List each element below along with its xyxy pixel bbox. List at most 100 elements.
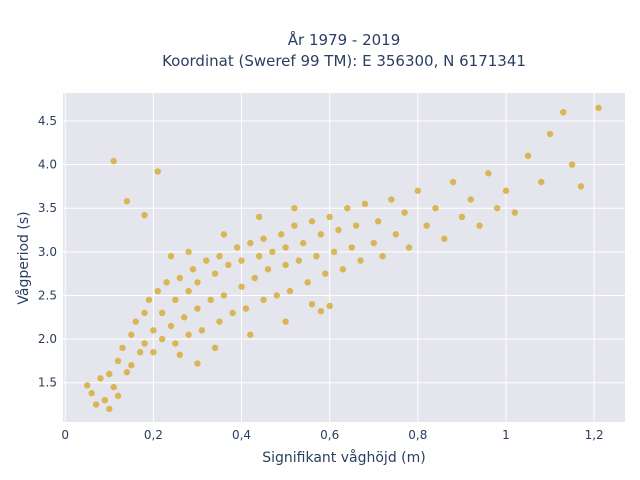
x-tick-label: 0,2 [144, 428, 163, 442]
data-point [216, 318, 223, 325]
data-point [145, 296, 153, 304]
data-point [388, 196, 395, 203]
data-point [132, 318, 139, 325]
data-point [110, 157, 117, 165]
data-point [185, 287, 192, 295]
x-tick-label: 0,8 [408, 428, 427, 442]
data-point [273, 292, 280, 299]
x-tick-label: 1 [502, 428, 510, 442]
x-tick-label: 1,2 [585, 428, 604, 442]
data-point [238, 257, 245, 264]
data-point [300, 239, 307, 247]
x-tick-label: 0 [61, 428, 69, 442]
data-point [304, 279, 311, 286]
data-point [538, 178, 545, 186]
data-point [106, 370, 113, 378]
data-point [194, 305, 201, 312]
data-point [172, 340, 179, 347]
data-point [229, 309, 236, 317]
data-point [233, 244, 241, 251]
data-point [339, 266, 347, 273]
data-point [172, 296, 179, 304]
data-point [348, 244, 355, 251]
data-point [291, 204, 298, 212]
data-point [194, 360, 201, 367]
data-point [128, 331, 135, 338]
data-point [251, 274, 258, 282]
data-point [225, 261, 232, 269]
data-point [158, 335, 166, 343]
data-point [370, 239, 377, 247]
data-point [449, 178, 457, 186]
data-point [502, 187, 510, 194]
y-gridlines [63, 120, 625, 384]
y-tick-label: 4.5 [38, 114, 57, 128]
data-point [128, 362, 135, 369]
x-tick-label: 0,4 [232, 428, 251, 442]
data-point [141, 309, 148, 317]
data-point [220, 231, 228, 238]
data-point [260, 235, 267, 242]
data-point [401, 209, 408, 216]
data-point [330, 248, 338, 256]
data-point [136, 348, 144, 356]
plot-area [63, 93, 625, 422]
data-point [308, 218, 316, 225]
data-point [216, 252, 223, 260]
data-point [167, 252, 175, 260]
x-tick-label: 0,6 [320, 428, 339, 442]
data-point [106, 405, 113, 413]
data-point [467, 196, 474, 203]
data-point [207, 296, 214, 304]
data-point [163, 279, 170, 286]
data-point [88, 390, 95, 397]
data-point [432, 204, 439, 212]
data-point [167, 322, 175, 330]
data-point [577, 183, 585, 190]
data-point [181, 314, 188, 321]
data-point [326, 302, 333, 310]
data-point [141, 340, 148, 347]
y-tick-label: 2.0 [38, 332, 57, 346]
data-point [198, 327, 206, 334]
data-point [322, 270, 329, 277]
chart-title-line1: År 1979 - 2019 [288, 30, 401, 49]
data-point [405, 244, 413, 251]
data-point [101, 396, 109, 404]
data-point [185, 331, 192, 338]
data-point [335, 226, 342, 234]
data-point [92, 401, 100, 408]
data-point [247, 239, 254, 247]
y-tick-labels: 1.5 2.0 2.5 3.0 3.5 4.0 4.5 [38, 114, 57, 390]
data-point [423, 222, 430, 229]
data-point [238, 283, 245, 290]
data-point [317, 307, 325, 315]
data-point [282, 318, 289, 325]
data-point [203, 257, 210, 264]
data-point [247, 331, 254, 338]
data-point [194, 279, 201, 286]
data-point [84, 382, 91, 389]
x-axis-title: Signifikant våghöjd (m) [262, 449, 425, 466]
data-point [282, 261, 289, 269]
data-point [441, 235, 448, 242]
data-point [119, 344, 126, 352]
data-point [114, 392, 122, 400]
data-point [150, 327, 157, 334]
data-point [511, 209, 519, 216]
data-point [211, 270, 219, 277]
data-point [123, 369, 131, 376]
data-point [176, 351, 184, 359]
data-point [114, 357, 122, 365]
y-tick-label: 3.0 [38, 245, 57, 259]
data-point [141, 211, 148, 219]
data-point [524, 152, 532, 160]
y-tick-label: 3.5 [38, 201, 57, 215]
data-point [295, 257, 303, 264]
data-point [379, 252, 386, 260]
x-tick-labels: 0 0,2 0,4 0,6 0,8 1 1,2 [61, 428, 603, 442]
chart-title-line2: Koordinat (Sweref 99 TM): E 356300, N 61… [162, 52, 526, 70]
scatter-points [84, 104, 602, 413]
data-point [189, 266, 197, 273]
